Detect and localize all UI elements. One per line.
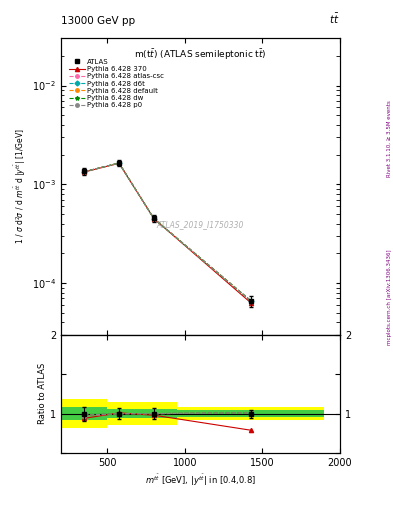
Legend: ATLAS, Pythia 6.428 370, Pythia 6.428 atlas-csc, Pythia 6.428 d6t, Pythia 6.428 : ATLAS, Pythia 6.428 370, Pythia 6.428 at… xyxy=(67,57,166,111)
Pythia 6.428 d6t xyxy=(117,160,121,166)
Line: Pythia 6.428 d6t: Pythia 6.428 d6t xyxy=(83,161,253,303)
Pythia 6.428 p0 xyxy=(82,168,86,175)
X-axis label: $m^{t\bar{t}}$ [GeV], $|y^{t\bar{t}}|$ in [0.4,0.8]: $m^{t\bar{t}}$ [GeV], $|y^{t\bar{t}}|$ i… xyxy=(145,472,256,488)
Line: Pythia 6.428 dw: Pythia 6.428 dw xyxy=(82,161,253,303)
Text: m(t$\bar{t}$) (ATLAS semileptonic t$\bar{t}$): m(t$\bar{t}$) (ATLAS semileptonic t$\bar… xyxy=(134,47,267,62)
Pythia 6.428 default xyxy=(152,216,156,222)
Pythia 6.428 d6t xyxy=(152,216,156,222)
Pythia 6.428 default xyxy=(82,168,86,175)
Y-axis label: 1 / $\sigma$ d$^2\!\sigma$ / d $m^{t\bar{t}}$ d $|y^{t\bar{t}}|$ [1/GeV]: 1 / $\sigma$ d$^2\!\sigma$ / d $m^{t\bar… xyxy=(12,129,28,244)
Pythia 6.428 dw xyxy=(82,168,86,175)
Text: $t\bar{t}$: $t\bar{t}$ xyxy=(329,11,340,26)
Pythia 6.428 370 xyxy=(248,300,253,306)
Line: Pythia 6.428 atlas-csc: Pythia 6.428 atlas-csc xyxy=(83,161,253,303)
Pythia 6.428 default xyxy=(117,160,121,166)
Pythia 6.428 p0 xyxy=(248,298,253,304)
Pythia 6.428 370 xyxy=(117,160,121,166)
Pythia 6.428 atlas-csc xyxy=(152,216,156,222)
Pythia 6.428 default xyxy=(248,298,253,304)
Line: Pythia 6.428 370: Pythia 6.428 370 xyxy=(82,161,253,305)
Pythia 6.428 370 xyxy=(82,169,86,175)
Pythia 6.428 d6t xyxy=(248,298,253,304)
Line: Pythia 6.428 p0: Pythia 6.428 p0 xyxy=(83,161,253,303)
Pythia 6.428 p0 xyxy=(152,216,156,222)
Text: mcplots.cern.ch [arXiv:1306.3436]: mcplots.cern.ch [arXiv:1306.3436] xyxy=(387,249,391,345)
Pythia 6.428 dw xyxy=(248,298,253,304)
Pythia 6.428 atlas-csc xyxy=(117,160,121,166)
Pythia 6.428 dw xyxy=(152,216,156,222)
Text: ATLAS_2019_I1750330: ATLAS_2019_I1750330 xyxy=(157,221,244,229)
Pythia 6.428 dw xyxy=(117,160,121,166)
Pythia 6.428 d6t xyxy=(82,168,86,175)
Text: 13000 GeV pp: 13000 GeV pp xyxy=(61,15,135,26)
Y-axis label: Ratio to ATLAS: Ratio to ATLAS xyxy=(38,363,47,424)
Pythia 6.428 370 xyxy=(152,216,156,222)
Pythia 6.428 atlas-csc xyxy=(248,298,253,304)
Pythia 6.428 atlas-csc xyxy=(82,169,86,175)
Pythia 6.428 p0 xyxy=(117,160,121,166)
Line: Pythia 6.428 default: Pythia 6.428 default xyxy=(83,161,253,303)
Text: Rivet 3.1.10, ≥ 3.5M events: Rivet 3.1.10, ≥ 3.5M events xyxy=(387,100,391,177)
